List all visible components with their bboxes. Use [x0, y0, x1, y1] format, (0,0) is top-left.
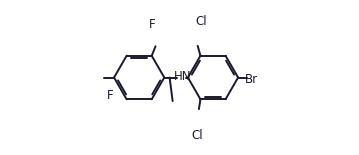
Text: F: F [149, 18, 155, 31]
Text: Br: Br [245, 73, 258, 86]
Text: F: F [107, 89, 113, 102]
Text: Cl: Cl [192, 129, 203, 142]
Text: HN: HN [173, 70, 191, 83]
Text: Cl: Cl [195, 16, 207, 28]
